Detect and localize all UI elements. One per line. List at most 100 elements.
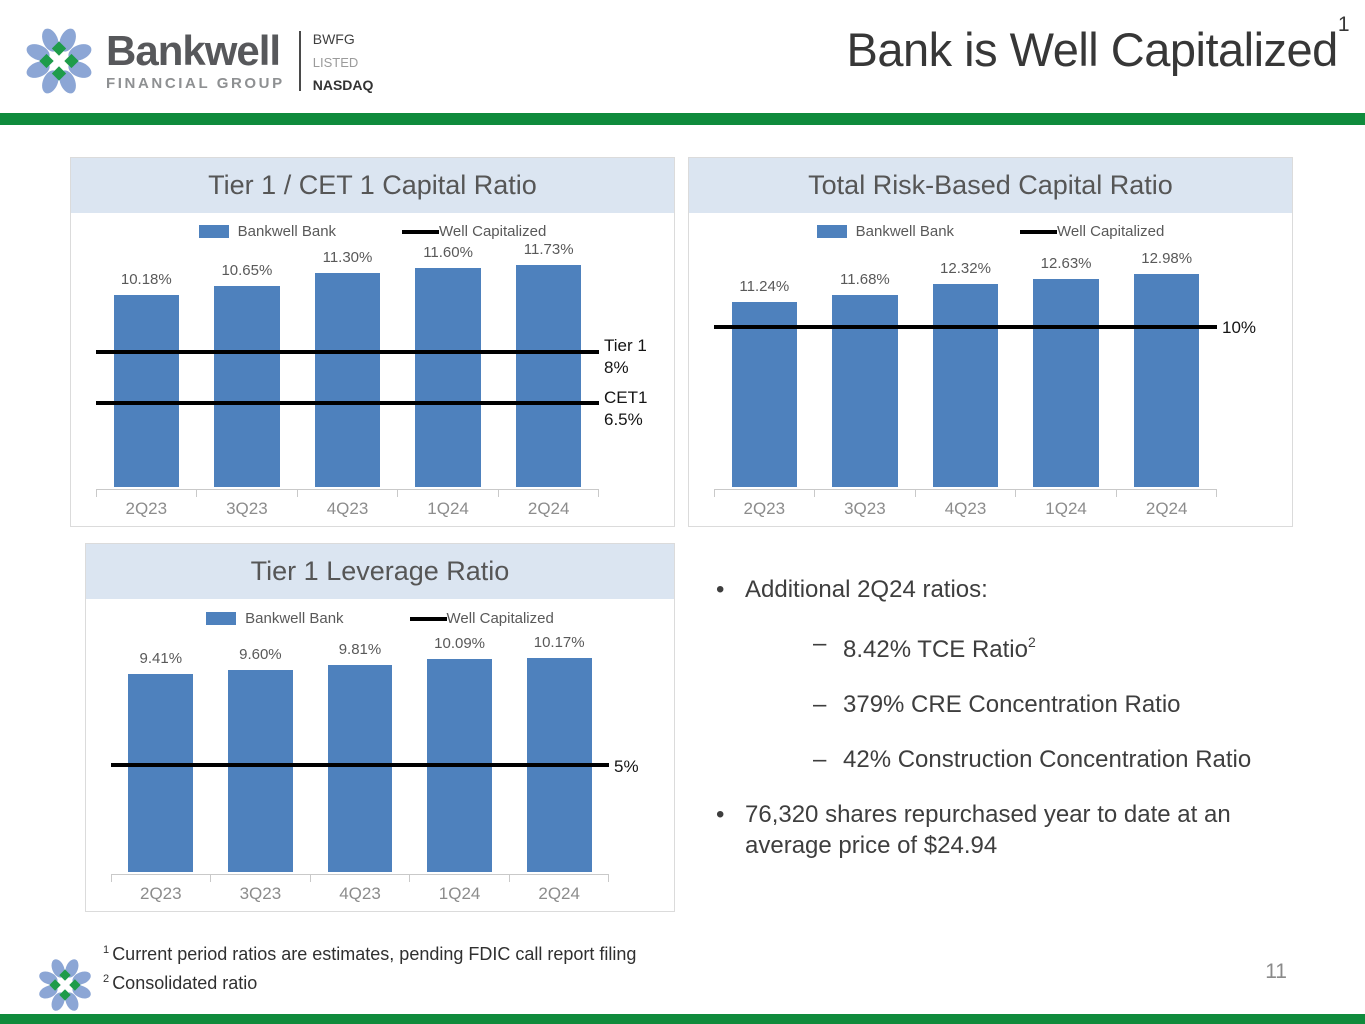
bar-value-label: 10.09% <box>434 635 486 653</box>
x-label-2Q24: 2Q24 <box>538 884 580 903</box>
x-axis-labels: 2Q23 3Q23 4Q23 1Q24 2Q24 <box>96 499 599 519</box>
bullet-text: 76,320 shares repurchased year to date a… <box>745 801 1231 859</box>
bar-value-label: 11.68% <box>840 271 890 288</box>
x-label-4Q23: 4Q23 <box>944 499 987 518</box>
legend-bar-swatch <box>198 225 229 238</box>
x-axis-labels: 2Q23 3Q23 4Q23 1Q24 2Q24 <box>714 499 1217 519</box>
x-label-3Q23: 3Q23 <box>844 499 886 518</box>
bar-slot-4Q23: 11.30% <box>297 247 398 487</box>
bar-value-label: 10.65% <box>221 261 273 279</box>
bar-value-label: 12.32% <box>940 260 991 278</box>
logo-name: Bankwell <box>106 27 281 74</box>
bar-slot-1Q24: 11.60% <box>398 244 499 487</box>
bankwell-logo: Bankwell FINANCIAL GROUP BWFG LISTED NAS… <box>20 15 380 107</box>
legend-label-bank: Bankwell Bank <box>245 610 344 627</box>
x-label-2Q24: 2Q24 <box>527 499 570 518</box>
bar-value-label: 10.18% <box>120 270 172 288</box>
bar-slot-2Q24: 12.98% <box>1116 247 1217 487</box>
chart-legend: Bankwell Bank Well Capitalized <box>71 223 674 240</box>
bullet-text: Additional 2Q24 ratios: <box>745 576 988 603</box>
logo-subname: FINANCIAL GROUP <box>106 75 285 92</box>
bar-value-label: 12.98% <box>1141 249 1193 267</box>
footer-accent-bar <box>0 1014 1365 1024</box>
legend-line-swatch <box>409 616 447 621</box>
plot-area: 9.41% 9.60% 9.81% 10.09% 10.17% 5% <box>111 634 639 872</box>
bar-slot-2Q23: 11.24% <box>714 247 815 487</box>
bar-4Q23 <box>932 284 999 487</box>
x-label-4Q23: 4Q23 <box>339 884 381 903</box>
bar-value-label: 9.41% <box>139 649 183 667</box>
bar-value-label: 9.60% <box>239 645 282 663</box>
chart-title-band: Tier 1 Leverage Ratio <box>86 544 674 599</box>
chart-legend: Bankwell Bank Well Capitalized <box>86 610 674 627</box>
chart-title: Tier 1 / CET 1 Capital Ratio <box>208 170 537 200</box>
bar-value-label: 11.73% <box>523 241 574 259</box>
bullet-marker: – <box>813 630 827 657</box>
bullet-marker: – <box>813 746 827 773</box>
sub-bullet-item: –42% Construction Concentration Ratio <box>813 744 1276 775</box>
threshold-line-tier1 <box>96 349 599 354</box>
threshold-line-cet1 <box>96 400 599 405</box>
ticker-symbol: BWFG <box>312 31 355 47</box>
legend-line-swatch <box>1020 229 1058 234</box>
chart-title-band: Total Risk-Based Capital Ratio <box>689 158 1292 213</box>
chart-tier1-leverage-ratio: Tier 1 Leverage Ratio Bankwell Bank Well C… <box>85 543 675 912</box>
bar-slot-3Q23: 9.60% <box>211 636 311 872</box>
legend-bar-swatch <box>816 225 847 238</box>
bankwell-pinwheel-icon <box>26 28 92 94</box>
x-axis <box>111 874 610 882</box>
bullet-marker: • <box>716 576 725 603</box>
threshold-label: 5% <box>614 756 639 776</box>
bullet-marker: • <box>716 801 725 828</box>
bar-slot-3Q23: 11.68% <box>815 247 916 487</box>
chart-title: Total Risk-Based Capital Ratio <box>808 170 1173 200</box>
bar-value-label: 12.63% <box>1040 255 1092 273</box>
bar-2Q24 <box>515 265 582 487</box>
bar-slot-2Q24: 11.73% <box>498 241 599 487</box>
x-label-4Q23: 4Q23 <box>326 499 369 518</box>
footnotes: 1 Current period ratios are estimates, p… <box>103 938 636 996</box>
threshold-label: Tier 1 8% <box>604 336 647 378</box>
threshold-line-10 <box>714 324 1217 329</box>
page-number: 11 <box>1265 960 1287 983</box>
bar-slot-1Q24: 12.63% <box>1016 247 1117 487</box>
footer-pinwheel-icon <box>39 959 91 1011</box>
bar-3Q23 <box>214 285 280 487</box>
bar-slot-2Q23: 9.41% <box>111 636 211 872</box>
x-axis <box>714 489 1218 497</box>
bar-slot-4Q23: 12.32% <box>915 247 1016 487</box>
x-label-2Q23: 2Q23 <box>743 499 786 518</box>
bar-value-label: 9.81% <box>338 641 382 659</box>
threshold-label: CET1 6.5% <box>604 388 648 430</box>
ticker-listed: LISTED <box>312 54 359 70</box>
bar-3Q23 <box>228 669 293 872</box>
legend-label-well-capitalized: Well Capitalized <box>1057 223 1165 240</box>
chart-title: Tier 1 Leverage Ratio <box>250 556 510 586</box>
legend-label-bank: Bankwell Bank <box>855 223 955 240</box>
legend-label-well-capitalized: Well Capitalized <box>446 610 554 627</box>
plot-area: 10.18% 10.65% 11.30% 11.60% 11.73% Tier 1 8% CE… <box>96 241 647 487</box>
x-label-1Q24: 1Q24 <box>1045 499 1087 518</box>
bar-1Q24 <box>1033 279 1099 487</box>
slide-title: Bank is Well Capitalized1 <box>846 13 1350 76</box>
bar-value-label: 11.30% <box>322 249 373 267</box>
legend-label-well-capitalized: Well Capitalized <box>439 223 547 240</box>
chart-tier1-cet1-capital-ratio: Tier 1 / CET 1 Capital Ratio Bankwell Ban… <box>70 157 675 527</box>
footnote-ref: 2 <box>1027 634 1036 650</box>
bar-slot-2Q24: 10.17% <box>509 634 609 872</box>
x-label-3Q23: 3Q23 <box>239 884 282 903</box>
chart-total-risk-based-capital-ratio: Total Risk-Based Capital Ratio Bankwell B… <box>688 157 1293 527</box>
x-label-1Q24: 1Q24 <box>438 884 481 903</box>
x-label-2Q24: 2Q24 <box>1145 499 1188 518</box>
x-label-3Q23: 3Q23 <box>226 499 268 518</box>
footnote-line: 1 Current period ratios are estimates, p… <box>103 944 637 964</box>
footnote-line: 2 Consolidated ratio <box>103 973 258 993</box>
bullet-text: 42% Construction Concentration Ratio <box>843 746 1252 773</box>
sub-bullet-item: –8.42% TCE Ratio2 <box>813 628 1276 665</box>
x-label-1Q24: 1Q24 <box>427 499 469 518</box>
sub-bullet-item: –379% CRE Concentration Ratio <box>813 689 1276 720</box>
bar-slot-3Q23: 10.65% <box>197 247 298 487</box>
legend-bar-swatch <box>206 612 237 625</box>
threshold-line-5 <box>111 762 609 767</box>
bullet-item: • 76,320 shares repurchased year to date … <box>716 799 1276 861</box>
